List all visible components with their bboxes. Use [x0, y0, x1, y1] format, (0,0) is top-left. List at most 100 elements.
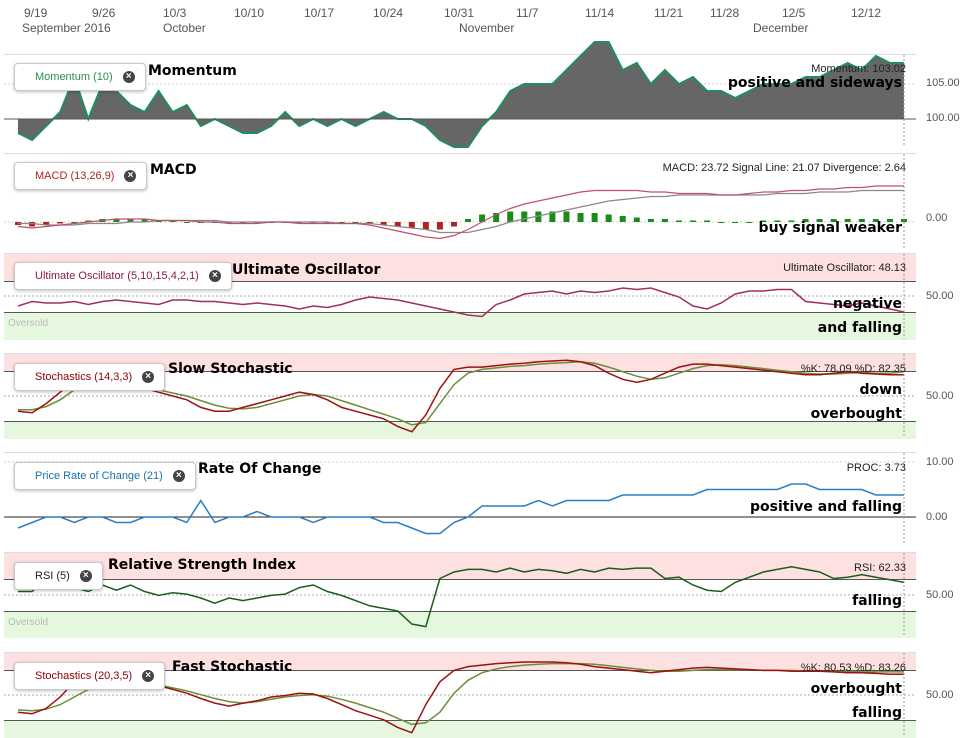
date-label: 11/14 — [585, 6, 615, 20]
indicator-value: %K: 80.53 %D: 83.26 — [800, 662, 906, 674]
divergence-bar — [408, 222, 415, 228]
ultimate-chart — [4, 254, 916, 339]
divergence-bar — [577, 213, 584, 222]
divergence-bar — [690, 220, 697, 222]
fast-stochastic-panel: Stochastics (20,3,5) × Fast Stochastic %K… — [4, 652, 954, 738]
date-label: 12/12 — [851, 6, 882, 20]
date-label: 10/3 — [163, 6, 187, 20]
indicator-label: Stochastics (14,3,3) — [35, 371, 133, 383]
divergence-bar — [141, 219, 148, 222]
momentum-line — [17, 41, 904, 148]
divergence-bar — [647, 219, 654, 222]
date-label: 10/17 — [304, 6, 335, 20]
date-label: 11/7 — [516, 6, 539, 20]
divergence-bar — [704, 220, 711, 222]
indicator-pill[interactable]: Ultimate Oscillator (5,10,15,4,2,1) × — [14, 262, 232, 290]
date-label: 10/10 — [234, 6, 265, 20]
indicator-pill[interactable]: Stochastics (14,3,3) × — [14, 363, 166, 391]
close-icon[interactable]: × — [122, 71, 135, 83]
macd-line — [17, 185, 904, 240]
annotation: down overbought — [810, 382, 902, 422]
y-tick: 50.00 — [926, 589, 954, 601]
divergence-bar — [57, 222, 64, 224]
indicator-value: PROC: 3.73 — [846, 462, 906, 474]
divergence-bar — [29, 222, 36, 227]
indicator-pill[interactable]: Price Rate of Change (21) × — [14, 462, 196, 490]
divergence-bar — [465, 219, 472, 222]
percent-k-line — [17, 661, 904, 734]
percent-d-line — [18, 361, 905, 426]
close-icon[interactable]: × — [142, 371, 155, 383]
overbought-zone — [4, 653, 916, 671]
momentum-panel: Momentum (10) × Momentum Momentum: 103.02… — [4, 41, 960, 148]
divergence-bar — [155, 220, 162, 222]
rsi-line — [18, 566, 905, 628]
divergence-bar — [746, 222, 753, 223]
close-icon[interactable]: × — [172, 470, 185, 482]
indicator-pill[interactable]: Stochastics (20,3,5) × — [14, 662, 166, 690]
divergence-bar — [844, 219, 851, 222]
close-icon[interactable]: × — [208, 270, 221, 282]
panel-title: Slow Stochastic — [168, 361, 293, 377]
annotation: overbought falling — [810, 681, 902, 721]
panel-title: Rate Of Change — [198, 461, 322, 477]
panel-title: Momentum — [148, 63, 237, 79]
divergence-bar — [901, 219, 907, 222]
divergence-bar — [675, 220, 682, 222]
indicator-label: Momentum (10) — [35, 71, 113, 83]
indicator-label: Ultimate Oscillator (5,10,15,4,2,1) — [35, 270, 199, 282]
month-label: December — [753, 21, 809, 35]
oversold-zone — [4, 720, 916, 738]
divergence-bar — [661, 219, 668, 222]
date-label: 12/5 — [782, 6, 806, 20]
macd-panel: MACD (13,26,9) × MACD MACD: 23.72 Signal … — [4, 153, 947, 248]
y-tick: 50.00 — [926, 390, 954, 402]
divergence-bar — [872, 219, 879, 222]
divergence-bar — [802, 219, 809, 222]
divergence-bar — [71, 222, 78, 223]
slow-stochastic-chart — [4, 354, 916, 438]
y-tick: 10.00 — [926, 456, 954, 468]
divergence-bar — [43, 222, 50, 225]
slow-stochastic-panel: Stochastics (14,3,3) × Slow Stochastic %K… — [4, 353, 954, 439]
divergence-bar — [605, 214, 612, 222]
indicator-pill[interactable]: MACD (13,26,9) × — [14, 162, 148, 190]
divergence-bar — [549, 211, 556, 222]
close-icon[interactable]: × — [124, 170, 137, 182]
month-label: September 2016 — [22, 21, 111, 35]
divergence-bar — [788, 220, 795, 222]
annotation: buy signal weaker — [758, 220, 902, 236]
fast-stochastic-chart — [4, 653, 916, 737]
divergence-bar — [183, 222, 190, 223]
divergence-bar — [394, 222, 401, 227]
indicator-value: Ultimate Oscillator: 48.13 — [783, 262, 906, 274]
divergence-bar — [338, 222, 345, 223]
annotation: falling — [852, 593, 902, 609]
divergence-bar — [366, 222, 373, 224]
divergence-bar — [774, 220, 781, 222]
divergence-bar — [633, 217, 640, 222]
close-icon[interactable]: × — [79, 570, 92, 582]
date-axis: 9/19 9/26 10/3 10/10 10/17 10/24 10/31 1… — [0, 0, 962, 40]
rsi-chart — [4, 553, 916, 637]
panel-title: MACD — [150, 162, 197, 178]
divergence-bar — [619, 216, 626, 222]
rate-of-change-panel: Price Rate of Change (21) × Rate Of Chang… — [4, 452, 954, 545]
overbought-zone — [4, 553, 916, 580]
close-icon[interactable]: × — [142, 670, 155, 682]
divergence-bar — [732, 222, 739, 223]
month-label: October — [163, 21, 206, 35]
divergence-bar — [563, 211, 570, 222]
y-tick: 50.00 — [926, 689, 954, 701]
y-tick: 105.00 — [926, 77, 960, 89]
indicator-pill[interactable]: Momentum (10) × — [14, 63, 146, 91]
divergence-bar — [422, 222, 429, 230]
indicator-label: RSI (5) — [35, 570, 70, 582]
divergence-bar — [507, 211, 514, 222]
divergence-bar — [535, 211, 542, 222]
divergence-bar — [591, 213, 598, 222]
divergence-bar — [169, 220, 176, 222]
indicator-pill[interactable]: RSI (5) × — [14, 562, 103, 590]
indicator-label: MACD (13,26,9) — [35, 170, 115, 182]
date-label: 11/28 — [710, 6, 740, 20]
